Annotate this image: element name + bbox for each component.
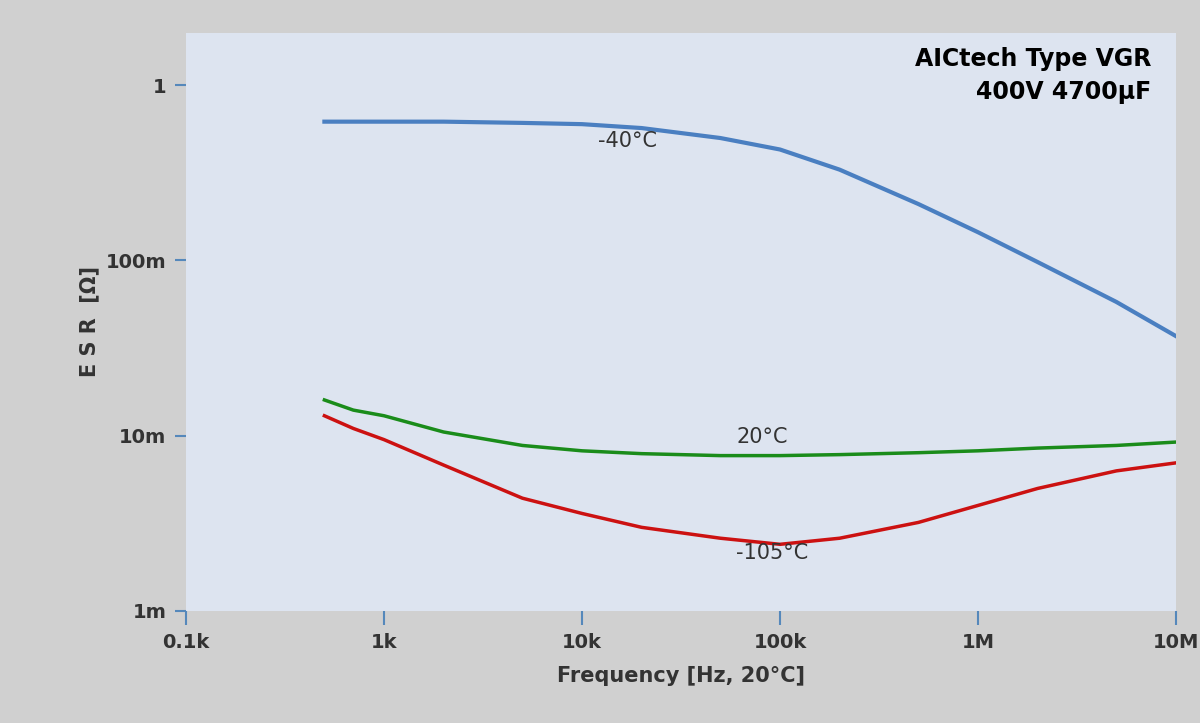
Text: AICtech Type VGR
400V 4700μF: AICtech Type VGR 400V 4700μF xyxy=(914,47,1151,105)
Text: 20°C: 20°C xyxy=(736,427,787,448)
Y-axis label: E S R  [Ω]: E S R [Ω] xyxy=(79,266,100,377)
X-axis label: Frequency [Hz, 20°C]: Frequency [Hz, 20°C] xyxy=(557,666,805,686)
Text: -40°C: -40°C xyxy=(598,131,656,151)
Text: -105°C: -105°C xyxy=(736,543,809,562)
